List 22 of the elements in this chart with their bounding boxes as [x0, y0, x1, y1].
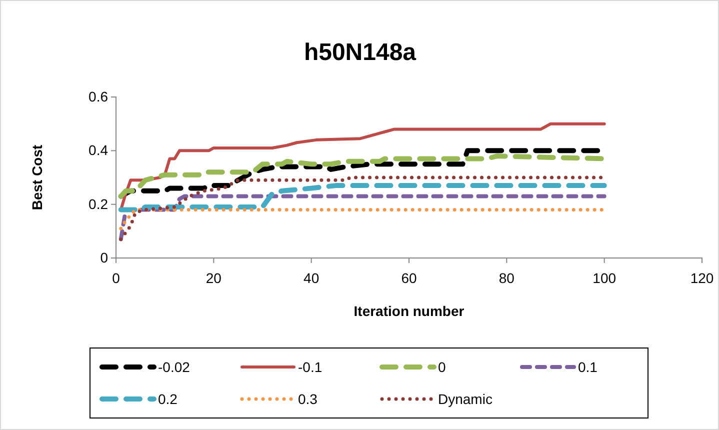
legend-label: Dynamic: [438, 391, 492, 407]
x-tick-label: 60: [401, 270, 417, 286]
x-tick-label: 80: [498, 270, 515, 286]
x-tick-label: 20: [206, 270, 222, 286]
y-tick-label: 0.6: [88, 88, 108, 104]
x-tick-label: 40: [304, 270, 320, 286]
y-tick-label: 0: [100, 249, 108, 266]
y-tick-label: 0.4: [88, 142, 108, 158]
line-series: [118, 194, 606, 242]
legend-label: 0: [438, 359, 446, 375]
x-tick-label: 0: [112, 270, 120, 286]
legend-label: 0.2: [158, 391, 178, 407]
legend-label: 0.3: [298, 391, 318, 407]
legend-label: -0.1: [298, 359, 322, 375]
x-tick-label: 100: [592, 270, 616, 286]
y-axis-title: Best Cost: [29, 144, 45, 210]
legend-label: -0.02: [158, 359, 190, 375]
y-tick-label: 0.2: [88, 196, 108, 212]
legend-label: 0.1: [578, 359, 598, 375]
x-axis-title: Iteration number: [354, 303, 465, 319]
chart-title: h50N148a: [304, 39, 417, 66]
x-tick-label: 120: [690, 270, 714, 286]
